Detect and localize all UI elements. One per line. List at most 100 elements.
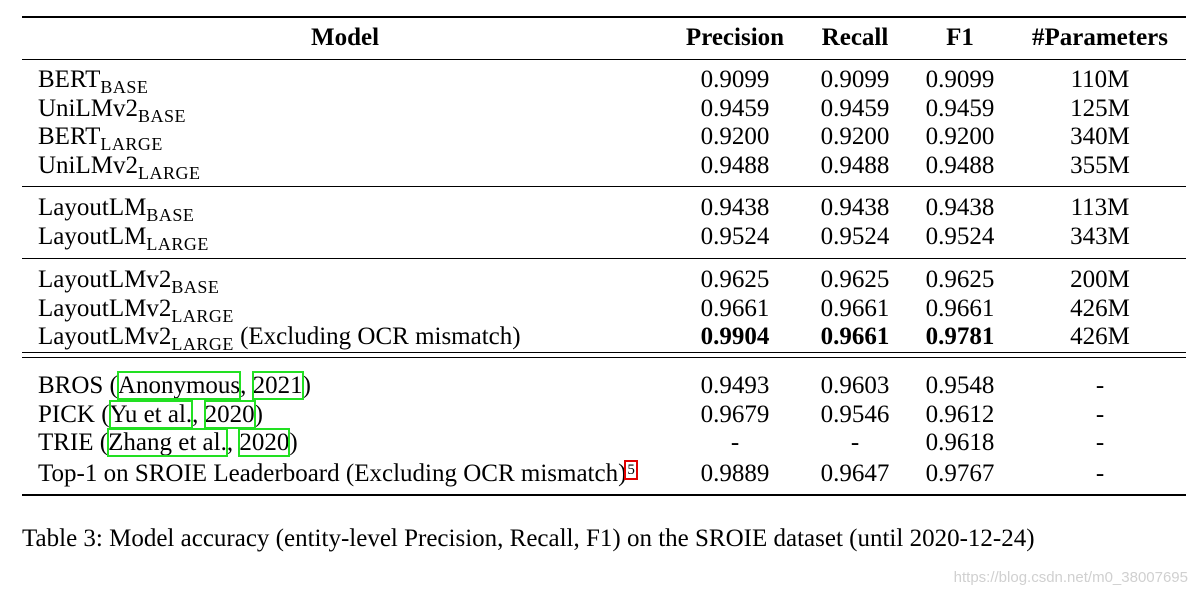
model-label: Top-1 on SROIE Leaderboard (Excluding OC… [38,460,627,487]
model-name: BERTBASE [38,65,149,97]
model-size-subscript: LARGE [138,163,201,183]
citation-author: Anonymous [116,371,242,400]
table-row: TRIE (Zhang et al., 2020) - - 0.9618 - [0,428,1200,458]
params-cell: - [1095,372,1105,399]
header-f1: F1 [946,24,974,51]
table-row: BERTLARGE 0.9200 0.9200 0.9200 340M [0,122,1200,154]
model-label: TRIE ( [38,429,109,456]
header-row: Model Precision Recall F1 #Parameters [0,23,1200,53]
table-row: LayoutLMv2LARGE (Excluding OCR mismatch)… [0,322,1200,354]
model-size-subscript: LARGE [171,334,234,354]
recall-cell: 0.9459 [820,95,890,122]
params-cell: - [1095,460,1105,487]
recall-cell: 0.9438 [820,194,890,221]
params-cell: 200M [1070,266,1130,293]
recall-cell: 0.9488 [820,152,890,179]
model-size-subscript: LARGE [171,306,234,326]
table-row: LayoutLMv2LARGE 0.9661 0.9661 0.9661 426M [0,294,1200,326]
model-label: UniLMv2 [38,152,138,179]
model-label: BERT [38,66,101,93]
model-label: LayoutLMv2 [38,295,172,322]
model-label: LayoutLMv2 [38,266,172,293]
citation-close: ) [302,372,311,399]
model-size-subscript: BASE [171,277,220,297]
table-row: LayoutLMBASE 0.9438 0.9438 0.9438 113M [0,193,1200,225]
precision-cell: 0.9200 [700,123,770,150]
citation-close: ) [254,401,263,428]
citation-year: 2020 [238,428,291,457]
model-name: LayoutLMv2LARGE [38,294,234,326]
recall-cell: 0.9524 [820,223,890,250]
model-size-subscript: BASE [100,77,149,97]
model-name: Top-1 on SROIE Leaderboard (Excluding OC… [38,459,638,489]
header-precision: Precision [685,24,785,51]
f1-cell: 0.9612 [925,401,995,428]
citation-close: ) [289,429,298,456]
table-row: LayoutLMv2BASE 0.9625 0.9625 0.9625 200M [0,265,1200,297]
footnote-marker: 5 [624,460,638,480]
model-name: LayoutLMv2LARGE (Excluding OCR mismatch) [38,322,521,354]
model-label: UniLMv2 [38,95,138,122]
table-rule [22,357,1186,358]
f1-cell: 0.9625 [925,266,995,293]
f1-cell: 0.9099 [925,66,995,93]
table-row: UniLMv2BASE 0.9459 0.9459 0.9459 125M [0,94,1200,126]
params-cell: 340M [1070,123,1130,150]
recall-cell: 0.9099 [820,66,890,93]
table-rule [22,186,1186,187]
model-name: LayoutLMLARGE [38,222,209,254]
params-cell: 125M [1070,95,1130,122]
recall-cell: 0.9200 [820,123,890,150]
model-name: BERTLARGE [38,122,163,154]
precision-cell: 0.9493 [700,372,770,399]
f1-cell: 0.9618 [925,429,995,456]
f1-cell: 0.9661 [925,295,995,322]
recall-cell: 0.9603 [820,372,890,399]
precision-cell: 0.9625 [700,266,770,293]
params-cell: 113M [1070,194,1130,221]
model-name: UniLMv2LARGE [38,151,201,183]
params-cell: 343M [1070,223,1130,250]
header-recall: Recall [821,24,889,51]
table-row: BERTBASE 0.9099 0.9099 0.9099 110M [0,65,1200,97]
params-cell: 355M [1070,152,1130,179]
model-size-subscript: BASE [138,106,187,126]
params-cell: - [1095,401,1105,428]
precision-cell: 0.9889 [700,460,770,487]
citation-year: 2020 [203,400,256,429]
table-row: LayoutLMLARGE 0.9524 0.9524 0.9524 343M [0,222,1200,254]
table-rule [22,494,1186,496]
f1-cell: 0.9548 [925,372,995,399]
precision-cell: 0.9661 [700,295,770,322]
model-size-subscript: LARGE [100,134,163,154]
params-cell: - [1095,429,1105,456]
f1-cell: 0.9767 [925,460,995,487]
table-row: Top-1 on SROIE Leaderboard (Excluding OC… [0,459,1200,489]
f1-cell: 0.9488 [925,152,995,179]
recall-cell: 0.9661 [820,295,890,322]
f1-cell: 0.9524 [925,223,995,250]
recall-cell: - [850,429,860,456]
model-label: BERT [38,123,101,150]
model-label: LayoutLM [38,223,147,250]
table-row: BROS (Anonymous, 2021) 0.9493 0.9603 0.9548… [0,371,1200,401]
precision-cell: 0.9459 [700,95,770,122]
model-name: PICK (Yu et al., 2020) [38,400,263,430]
table-row: UniLMv2LARGE 0.9488 0.9488 0.9488 355M [0,151,1200,183]
recall-cell: 0.9647 [820,460,890,487]
model-name: LayoutLMv2BASE [38,265,220,297]
precision-cell: 0.9438 [700,194,770,221]
citation-separator: , [226,429,240,456]
recall-cell: 0.9546 [820,401,890,428]
citation-year: 2021 [251,371,304,400]
model-label: PICK ( [38,401,110,428]
precision-cell: 0.9679 [700,401,770,428]
params-cell: 110M [1070,66,1130,93]
model-name: BROS (Anonymous, 2021) [38,371,311,401]
precision-cell: 0.9099 [700,66,770,93]
precision-cell: - [730,429,740,456]
model-name: UniLMv2BASE [38,94,187,126]
header-model: Model [310,24,380,51]
citation-separator: , [240,372,253,399]
precision-cell: 0.9488 [700,152,770,179]
